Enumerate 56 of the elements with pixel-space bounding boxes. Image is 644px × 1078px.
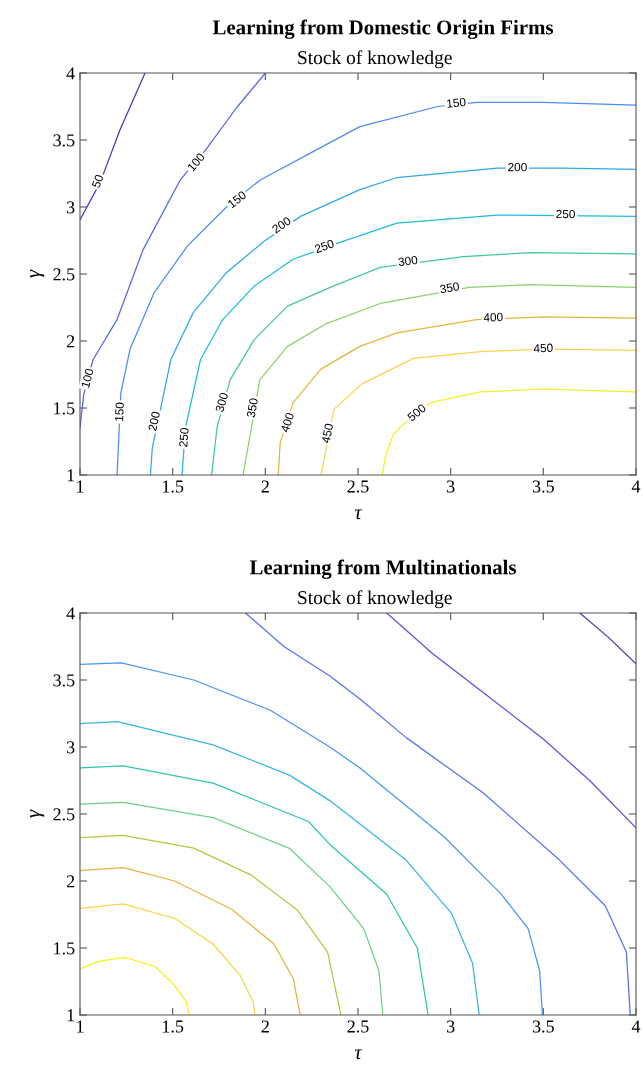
y-tick-label: 4 xyxy=(66,67,75,80)
annotation: 200 xyxy=(148,411,161,432)
annotation: 50 xyxy=(91,174,104,189)
x-tick-label: 1 xyxy=(77,480,84,493)
chart-title: Learning from Domestic Origin Firms xyxy=(212,19,554,39)
x-tick-label: 1.5 xyxy=(162,1020,184,1033)
y-tick-label: 3.5 xyxy=(53,134,75,147)
annotation: 250 xyxy=(556,209,576,219)
x-tick-label: 3 xyxy=(447,480,455,493)
y-tick-label: 2 xyxy=(66,875,75,888)
chart-subtitle: Stock of knowledge xyxy=(298,590,452,609)
annotation: 150 xyxy=(446,97,466,108)
y-tick-label: 2.5 xyxy=(53,268,75,281)
annotation: 400 xyxy=(280,412,295,433)
annotation: 150 xyxy=(227,190,247,209)
y-tick-label: 1 xyxy=(67,469,75,482)
x-axis-title: τ xyxy=(354,509,363,520)
annotation: 300 xyxy=(215,392,229,413)
annotation: 250 xyxy=(179,427,189,447)
annotation: 250 xyxy=(314,239,335,254)
x-tick-label: 4 xyxy=(631,480,641,493)
annotation: 200 xyxy=(271,216,292,234)
y-tick-label: 3 xyxy=(66,741,75,754)
annotation: 500 xyxy=(406,403,427,422)
y-axis-title: γ xyxy=(30,809,45,818)
x-tick-label: 2 xyxy=(261,480,269,493)
x-tick-label: 3 xyxy=(447,1020,455,1033)
annotation: 450 xyxy=(321,423,334,444)
annotation: 200 xyxy=(508,162,527,172)
chart-subtitle: Stock of knowledge xyxy=(298,50,452,69)
x-tick-label: 1.5 xyxy=(162,480,184,493)
annotation: 300 xyxy=(398,255,418,267)
x-axis-title: τ xyxy=(354,1049,363,1060)
y-tick-label: 2 xyxy=(66,335,75,348)
chart-title: Learning from Multinationals xyxy=(249,559,517,579)
y-tick-label: 1.5 xyxy=(54,942,75,955)
y-tick-label: 1.5 xyxy=(54,402,75,415)
x-tick-label: 3.5 xyxy=(532,480,554,493)
annotation: 100 xyxy=(187,152,206,172)
y-tick-label: 3 xyxy=(66,201,75,214)
x-tick-label: 4 xyxy=(631,1020,641,1033)
x-tick-label: 2.5 xyxy=(347,1020,369,1033)
annotation: 100 xyxy=(81,368,94,388)
annotation: 400 xyxy=(483,312,503,322)
x-tick-label: 1 xyxy=(77,1020,84,1033)
y-tick-label: 1 xyxy=(67,1009,75,1022)
annotation: 350 xyxy=(246,397,259,418)
x-tick-label: 2 xyxy=(261,1020,269,1033)
x-tick-label: 2.5 xyxy=(347,480,369,493)
y-axis-title: γ xyxy=(30,269,45,278)
y-tick-label: 3.5 xyxy=(53,674,75,687)
annotation: 150 xyxy=(114,402,124,422)
annotation: 350 xyxy=(439,281,460,294)
y-tick-label: 2.5 xyxy=(53,808,75,821)
x-tick-label: 3.5 xyxy=(532,1020,554,1033)
y-tick-label: 4 xyxy=(66,607,75,620)
